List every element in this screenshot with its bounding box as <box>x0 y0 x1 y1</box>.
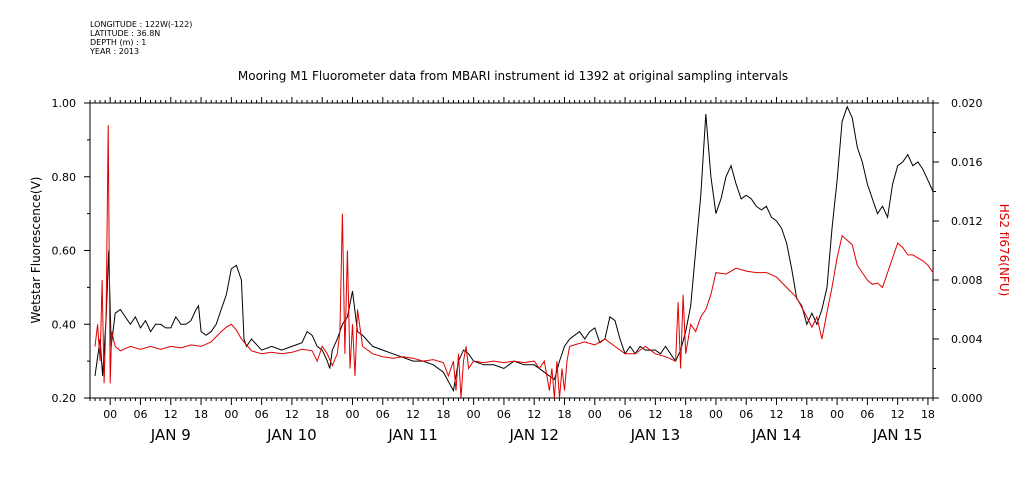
x-tick-label: 18 <box>800 408 814 421</box>
x-tick-label: 06 <box>133 408 147 421</box>
right-axis-label: HS2 fl676(NFU) <box>997 204 1009 297</box>
x-tick-label: 18 <box>315 408 329 421</box>
day-label: JAN 12 <box>508 426 559 444</box>
x-tick-label: 06 <box>497 408 511 421</box>
x-tick-label: 00 <box>345 408 359 421</box>
metadata-year: YEAR : 2013 <box>90 47 140 56</box>
x-tick-label: 12 <box>164 408 178 421</box>
x-tick-label: 18 <box>921 408 935 421</box>
series-layer <box>94 105 933 398</box>
x-tick-label: 18 <box>679 408 693 421</box>
x-tick-label: 06 <box>739 408 753 421</box>
y2-tick-label: 0.004 <box>951 333 983 346</box>
x-tick-label: 00 <box>830 408 844 421</box>
day-label: JAN 13 <box>630 426 681 444</box>
x-tick-label: 12 <box>406 408 420 421</box>
x-tick-label: 06 <box>376 408 390 421</box>
axis-ticks: 00 06 12 18 00 06 12 18 00 06 12 18 00 06 12 18 00 06 12 18… <box>52 97 983 444</box>
metadata-depth: DEPTH (m) : 1 <box>90 38 147 47</box>
day-label: JAN 14 <box>751 426 802 444</box>
series-line-fluorescence <box>94 105 933 393</box>
x-tick-label: 00 <box>467 408 481 421</box>
metadata-longitude: LONGITUDE : 122W(-122) <box>90 20 193 29</box>
x-tick-label: 12 <box>285 408 299 421</box>
x-tick-label: 00 <box>224 408 238 421</box>
y2-tick-label: 0.008 <box>951 274 983 287</box>
left-axis-label: Wetstar Fluorescence(V) <box>29 177 43 324</box>
x-tick-label: 12 <box>648 408 662 421</box>
y-tick-label: 0.80 <box>52 171 77 184</box>
y-tick-label: 0.20 <box>52 392 77 405</box>
metadata-latitude: LATITUDE : 36.8N <box>90 29 161 38</box>
day-label: JAN 9 <box>150 426 191 444</box>
x-tick-label: 06 <box>255 408 269 421</box>
y2-tick-label: 0.016 <box>951 156 983 169</box>
x-tick-label: 00 <box>588 408 602 421</box>
y2-tick-label: 0.020 <box>951 97 983 110</box>
x-tick-label: 06 <box>860 408 874 421</box>
chart-title: Mooring M1 Fluorometer data from MBARI i… <box>238 69 788 83</box>
metadata-block: LONGITUDE : 122W(-122) LATITUDE : 36.8N … <box>90 20 192 56</box>
y-tick-label: 0.40 <box>52 318 77 331</box>
day-label: JAN 11 <box>387 426 438 444</box>
y2-tick-label: 0.012 <box>951 215 983 228</box>
x-tick-label: 18 <box>558 408 572 421</box>
x-tick-label: 00 <box>709 408 723 421</box>
y-tick-label: 0.60 <box>52 245 77 258</box>
y2-tick-label: 0.000 <box>951 392 983 405</box>
x-tick-label: 00 <box>103 408 117 421</box>
x-tick-label: 12 <box>891 408 905 421</box>
x-tick-label: 06 <box>618 408 632 421</box>
x-tick-label: 18 <box>436 408 450 421</box>
y-tick-label: 1.00 <box>52 97 77 110</box>
plot-frame <box>89 102 934 399</box>
x-tick-label: 12 <box>770 408 784 421</box>
series-line-fl676 <box>94 125 933 398</box>
day-label: JAN 15 <box>872 426 923 444</box>
day-label: JAN 10 <box>266 426 317 444</box>
x-tick-label: 18 <box>194 408 208 421</box>
x-tick-label: 12 <box>527 408 541 421</box>
